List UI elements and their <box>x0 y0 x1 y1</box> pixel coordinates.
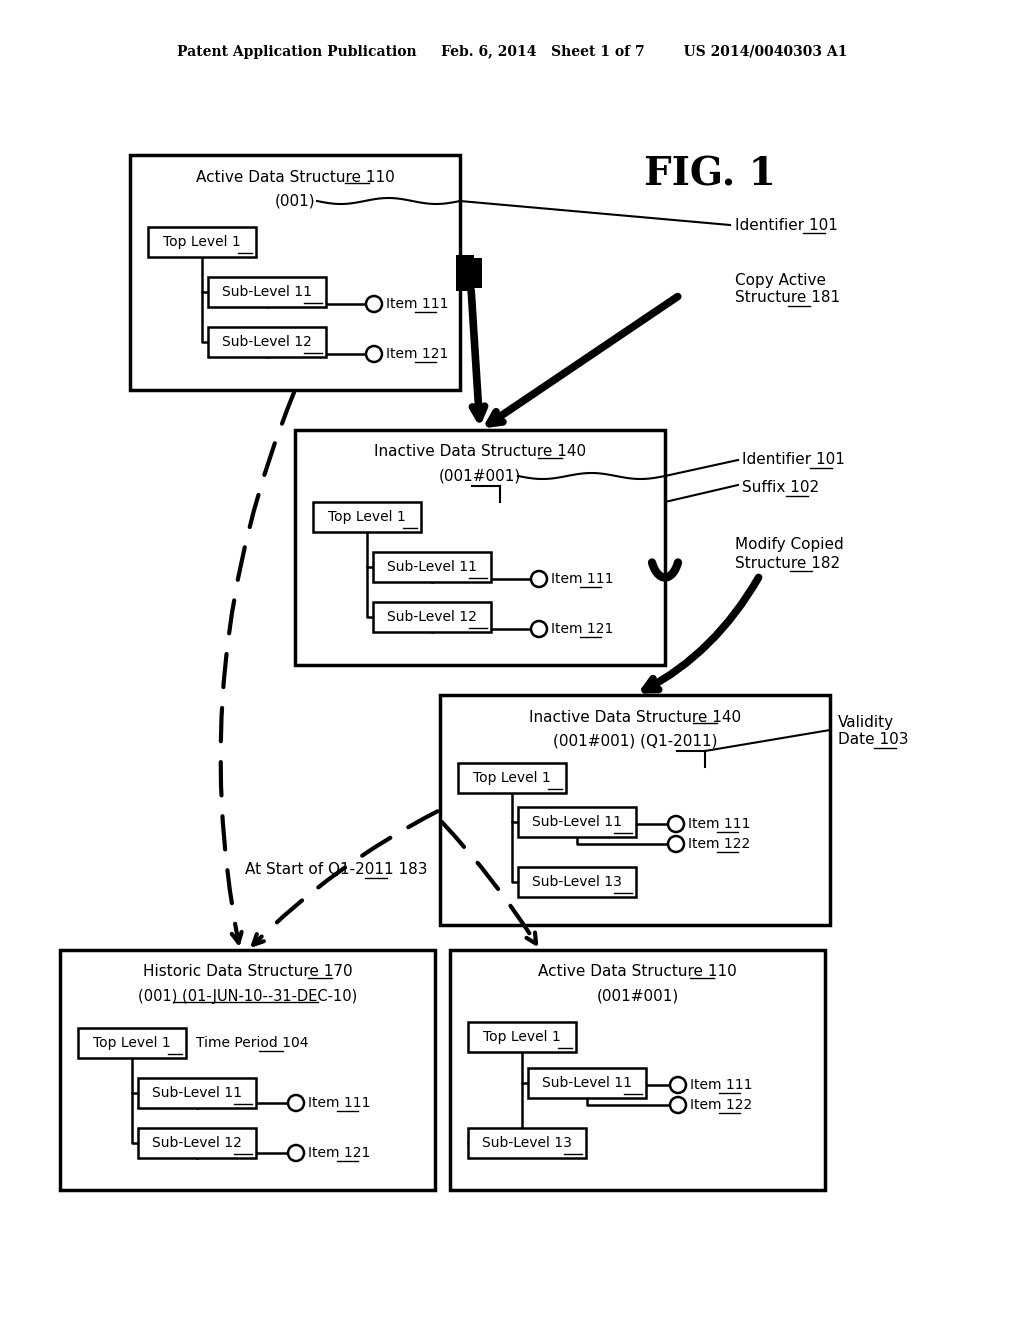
Text: Sub-Level 11: Sub-Level 11 <box>152 1086 242 1100</box>
Text: Item 122: Item 122 <box>690 1098 753 1111</box>
Bar <box>440 696 830 925</box>
Text: Patent Application Publication     Feb. 6, 2014   Sheet 1 of 7        US 2014/00: Patent Application Publication Feb. 6, 2… <box>177 45 847 59</box>
FancyArrowPatch shape <box>442 822 536 944</box>
Bar <box>138 1078 256 1107</box>
Text: Identifier 101: Identifier 101 <box>742 453 845 467</box>
Bar <box>460 257 482 288</box>
Bar <box>373 552 490 582</box>
Text: Item 121: Item 121 <box>551 622 613 636</box>
Text: Suffix 102: Suffix 102 <box>742 480 819 495</box>
Text: Time Period 104: Time Period 104 <box>196 1036 308 1049</box>
Text: (001) (01-JUN-10--31-DEC-10): (001) (01-JUN-10--31-DEC-10) <box>138 989 357 1003</box>
Circle shape <box>288 1096 304 1111</box>
Text: Sub-Level 11: Sub-Level 11 <box>387 560 477 574</box>
Bar <box>468 1129 586 1158</box>
Text: (001): (001) <box>274 194 315 209</box>
FancyArrowPatch shape <box>220 392 294 942</box>
Circle shape <box>668 816 684 832</box>
Text: (001#001) (Q1-2011): (001#001) (Q1-2011) <box>553 734 717 748</box>
Text: Sub-Level 11: Sub-Level 11 <box>542 1076 632 1090</box>
Bar <box>138 1129 256 1158</box>
Text: (001#001): (001#001) <box>596 989 679 1003</box>
FancyArrowPatch shape <box>489 297 678 424</box>
Text: At Start of Q1-2011 183: At Start of Q1-2011 183 <box>245 862 427 878</box>
Text: Historic Data Structure 170: Historic Data Structure 170 <box>142 965 352 979</box>
Text: Top Level 1: Top Level 1 <box>93 1036 171 1049</box>
Text: Validity: Validity <box>838 714 894 730</box>
Text: Item 121: Item 121 <box>308 1146 371 1160</box>
Text: Top Level 1: Top Level 1 <box>473 771 551 785</box>
Text: Copy Active: Copy Active <box>735 272 826 288</box>
Text: Item 111: Item 111 <box>551 572 613 586</box>
Circle shape <box>531 620 547 638</box>
FancyArrowPatch shape <box>471 290 484 418</box>
Text: Item 111: Item 111 <box>688 817 751 832</box>
Text: Sub-Level 13: Sub-Level 13 <box>482 1137 572 1150</box>
Bar <box>78 1028 186 1059</box>
Text: Modify Copied: Modify Copied <box>735 537 844 553</box>
Circle shape <box>288 1144 304 1162</box>
Bar <box>295 430 665 665</box>
Text: Item 111: Item 111 <box>386 297 449 312</box>
Text: Date 103: Date 103 <box>838 733 908 747</box>
Text: Active Data Structure 110: Active Data Structure 110 <box>539 965 737 979</box>
Bar <box>373 602 490 632</box>
Bar <box>208 277 326 308</box>
Circle shape <box>670 1077 686 1093</box>
Bar <box>458 763 566 793</box>
Circle shape <box>668 836 684 851</box>
Bar <box>60 950 435 1191</box>
Text: Sub-Level 12: Sub-Level 12 <box>152 1137 242 1150</box>
Text: Structure 181: Structure 181 <box>735 290 840 305</box>
Text: Sub-Level 13: Sub-Level 13 <box>532 875 622 888</box>
Text: Structure 182: Structure 182 <box>735 556 840 570</box>
Bar <box>456 255 474 290</box>
Text: Top Level 1: Top Level 1 <box>163 235 241 249</box>
Text: Item 111: Item 111 <box>690 1078 753 1092</box>
Circle shape <box>366 296 382 312</box>
Bar <box>313 502 421 532</box>
Text: Sub-Level 12: Sub-Level 12 <box>387 610 477 624</box>
Bar <box>208 327 326 356</box>
Bar <box>450 950 825 1191</box>
Text: (001#001): (001#001) <box>439 469 521 483</box>
Text: Item 122: Item 122 <box>688 837 751 851</box>
Text: Top Level 1: Top Level 1 <box>483 1030 561 1044</box>
Text: Top Level 1: Top Level 1 <box>328 510 406 524</box>
Circle shape <box>670 1097 686 1113</box>
Circle shape <box>366 346 382 362</box>
Text: Active Data Structure 110: Active Data Structure 110 <box>196 169 394 185</box>
FancyArrowPatch shape <box>253 812 437 945</box>
Text: Item 111: Item 111 <box>308 1096 371 1110</box>
Text: FIG. 1: FIG. 1 <box>644 156 776 194</box>
Text: Inactive Data Structure 140: Inactive Data Structure 140 <box>374 445 586 459</box>
Bar <box>528 1068 646 1098</box>
Text: Sub-Level 11: Sub-Level 11 <box>222 285 312 300</box>
Bar <box>518 807 636 837</box>
Bar <box>468 1022 575 1052</box>
Text: Sub-Level 11: Sub-Level 11 <box>532 814 622 829</box>
Bar <box>148 227 256 257</box>
Circle shape <box>531 572 547 587</box>
Text: Identifier 101: Identifier 101 <box>735 218 838 232</box>
Bar <box>130 154 460 389</box>
FancyArrowPatch shape <box>645 577 759 690</box>
Text: Inactive Data Structure 140: Inactive Data Structure 140 <box>529 710 741 725</box>
Bar <box>518 867 636 898</box>
Text: Sub-Level 12: Sub-Level 12 <box>222 335 312 348</box>
Text: Item 121: Item 121 <box>386 347 449 360</box>
